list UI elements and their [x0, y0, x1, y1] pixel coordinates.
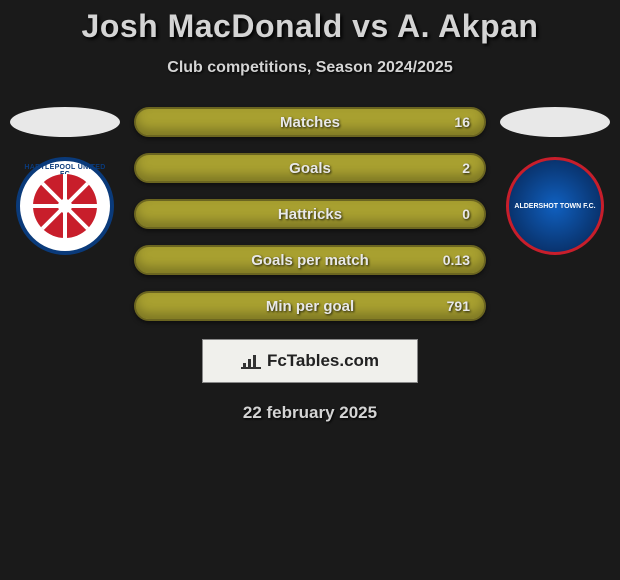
stat-bar-goals-per-match: Goals per match 0.13: [134, 245, 486, 275]
stat-bar-goals: Goals 2: [134, 153, 486, 183]
left-club-badge[interactable]: HARTLEPOOL UNITED FC: [16, 157, 114, 255]
brand-link[interactable]: FcTables.com: [202, 339, 418, 383]
stat-bar-matches: Matches 16: [134, 107, 486, 137]
comparison-card: Josh MacDonald vs A. Akpan Club competit…: [0, 0, 620, 423]
brand-label: FcTables.com: [267, 351, 379, 371]
stat-label: Min per goal: [266, 298, 354, 315]
stat-label: Goals: [289, 160, 331, 177]
stat-bar-hattricks: Hattricks 0: [134, 199, 486, 229]
ship-wheel-icon: [33, 174, 97, 238]
stat-label: Hattricks: [278, 206, 342, 223]
stat-value: 16: [454, 114, 470, 130]
stat-bar-min-per-goal: Min per goal 791: [134, 291, 486, 321]
stat-value: 791: [447, 298, 470, 314]
stat-value: 0: [462, 206, 470, 222]
right-player-column: ALDERSHOT TOWN F.C.: [496, 107, 614, 255]
page-subtitle: Club competitions, Season 2024/2025: [0, 59, 620, 77]
stats-column: Matches 16 Goals 2 Hattricks 0 Goals per…: [124, 107, 496, 321]
main-row: HARTLEPOOL UNITED FC Matches 16 Goals 2 …: [0, 107, 620, 321]
right-club-badge[interactable]: ALDERSHOT TOWN F.C.: [506, 157, 604, 255]
stat-value: 2: [462, 160, 470, 176]
right-player-placeholder: [500, 107, 610, 137]
left-player-placeholder: [10, 107, 120, 137]
stat-label: Matches: [280, 114, 340, 131]
stat-label: Goals per match: [251, 252, 369, 269]
stat-value: 0.13: [443, 252, 470, 268]
page-title: Josh MacDonald vs A. Akpan: [0, 8, 620, 45]
left-player-column: HARTLEPOOL UNITED FC: [6, 107, 124, 255]
right-club-name: ALDERSHOT TOWN F.C.: [514, 203, 595, 210]
bar-chart-icon: [241, 353, 261, 369]
date-label: 22 february 2025: [0, 403, 620, 423]
